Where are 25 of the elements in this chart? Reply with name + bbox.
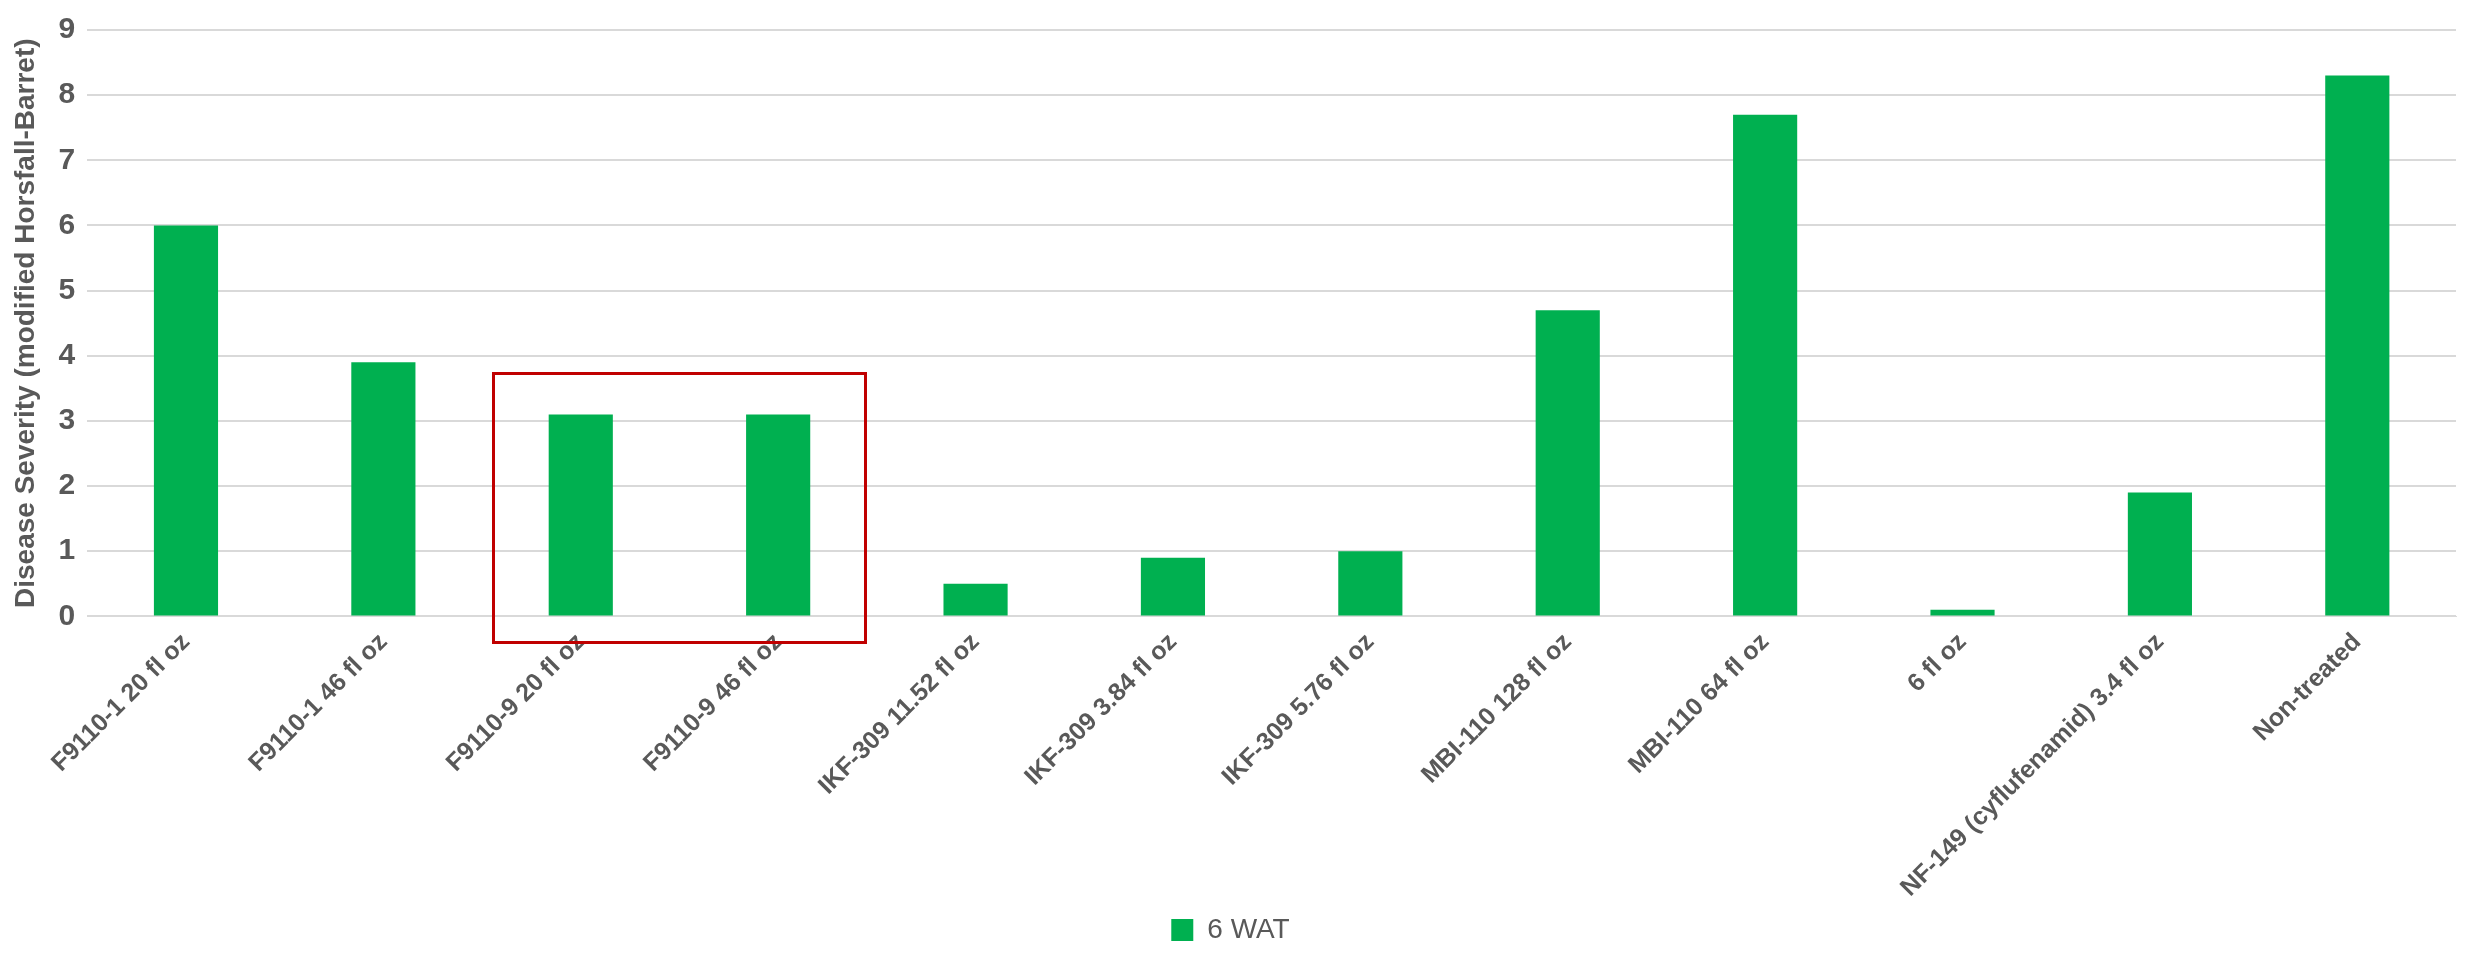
bar	[153, 225, 219, 616]
bar	[1733, 114, 1798, 616]
bar	[351, 362, 416, 616]
bar	[1338, 551, 1403, 616]
x-tick-label: 6 fl oz	[1901, 626, 1971, 697]
bar	[943, 583, 1008, 616]
bar	[548, 414, 613, 616]
bar	[2325, 75, 2390, 616]
y-tick-label: 5	[58, 271, 76, 305]
bar	[2127, 492, 2192, 616]
y-tick-label: 1	[58, 532, 76, 566]
y-tick-label: 9	[58, 11, 76, 45]
legend-label: 6 WAT	[1207, 912, 1290, 944]
bar	[1535, 310, 1600, 616]
y-tick-label: 0	[58, 597, 76, 631]
bar	[1930, 609, 1995, 616]
y-tick-label: 4	[58, 337, 76, 371]
y-tick-label: 7	[58, 141, 76, 175]
y-tick-label: 8	[58, 76, 76, 110]
bar	[746, 414, 811, 616]
bar	[1140, 557, 1206, 616]
y-axis-title: Disease Severity (modified Horsfall-Barret)	[8, 38, 40, 608]
y-tick-label: 2	[58, 467, 76, 501]
y-tick-label: 6	[58, 206, 76, 240]
y-tick-label: 3	[58, 402, 76, 436]
